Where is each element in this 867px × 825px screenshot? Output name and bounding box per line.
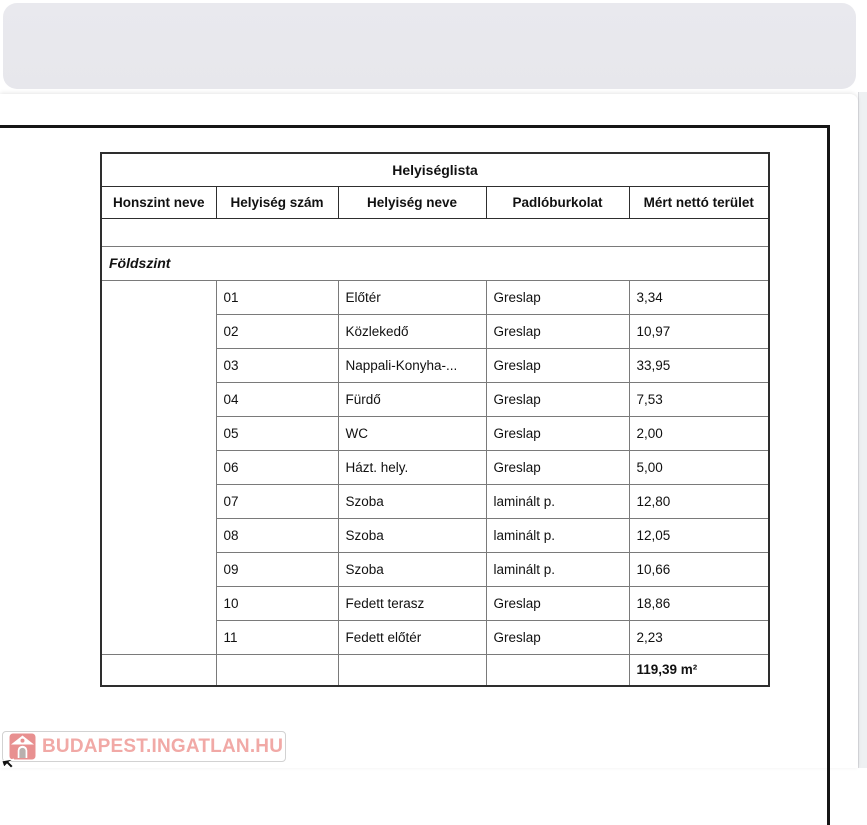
cell-room-number: 01 [215, 279, 339, 315]
watermark-logo[interactable]: BUDAPEST.INGATLAN.HU [2, 731, 286, 762]
total-net-area: 119,39 m² [628, 653, 770, 687]
table-row: 01 Előtér Greslap 3,34 [100, 279, 770, 655]
mouse-cursor-icon [1, 758, 15, 769]
cell-floor-covering: laminált p. [485, 517, 630, 553]
watermark-text: BUDAPEST.INGATLAN.HU [42, 735, 284, 757]
cell-room-name: Fürdő [337, 381, 487, 417]
cell-room-name: Házt. hely. [337, 449, 487, 485]
cell-room-name: Szoba [337, 483, 487, 519]
table-row: 05 WC Greslap 2,00 [101, 415, 770, 451]
cell-floor-covering: Greslap [485, 619, 630, 655]
spacer-row [100, 217, 770, 247]
cell-net-area: 2,00 [628, 415, 770, 451]
house-icon [9, 733, 36, 760]
cell-floor-covering: Greslap [485, 415, 630, 451]
cell-room-number: 11 [215, 619, 339, 655]
table-row: 06 Házt. hely. Greslap 5,00 [101, 449, 770, 485]
cell-room-number: 07 [215, 483, 339, 519]
section-label: Földszint [100, 245, 770, 281]
cell-net-area: 12,80 [628, 483, 770, 519]
document-frame-border [0, 125, 830, 825]
cell-net-area: 10,97 [628, 313, 770, 349]
background-strip [858, 92, 867, 768]
cell-room-name: WC [337, 415, 487, 451]
cell-net-area: 5,00 [628, 449, 770, 485]
col-header-room-name: Helyiség neve [337, 185, 487, 219]
cell-room-name: Szoba [337, 551, 487, 587]
room-list-table-container: Helyiséglista Honszint neve Helyiség szá… [100, 152, 771, 687]
cell-floor-covering: Greslap [485, 347, 630, 383]
cell-room-name: Előtér [337, 279, 487, 315]
total-empty-cell [485, 653, 630, 687]
cell-floor-covering: Greslap [485, 585, 630, 621]
cell-floor-covering: Greslap [485, 449, 630, 485]
table-row: 02 Közlekedő Greslap 10,97 [101, 313, 770, 349]
table-header-row: Honszint neve Helyiség szám Helyiség nev… [100, 185, 770, 219]
cell-net-area: 33,95 [628, 347, 770, 383]
cell-net-area: 7,53 [628, 381, 770, 417]
cell-net-area: 2,23 [628, 619, 770, 655]
col-header-net-area: Mért nettó terület [628, 185, 770, 219]
cell-room-name: Fedett terasz [337, 585, 487, 621]
cell-room-name: Fedett előtér [337, 619, 487, 655]
col-header-room-number: Helyiség szám [215, 185, 339, 219]
cell-net-area: 12,05 [628, 517, 770, 553]
table-row: 07 Szoba laminált p. 12,80 [101, 483, 770, 519]
cell-room-number: 04 [215, 381, 339, 417]
cell-room-number: 02 [215, 313, 339, 349]
spacer-cell [100, 217, 770, 247]
total-empty-cell [100, 653, 217, 687]
cell-room-number: 10 [215, 585, 339, 621]
cell-net-area: 18,86 [628, 585, 770, 621]
cell-room-number: 08 [215, 517, 339, 553]
cell-room-number: 03 [215, 347, 339, 383]
cell-room-number: 06 [215, 449, 339, 485]
table-title: Helyiséglista [100, 152, 770, 187]
cell-floor-covering: laminált p. [485, 483, 630, 519]
cell-room-number: 05 [215, 415, 339, 451]
cell-room-name: Szoba [337, 517, 487, 553]
cell-floor-covering: Greslap [485, 381, 630, 417]
table-row: 10 Fedett terasz Greslap 18,86 [101, 585, 770, 621]
cell-floor-covering: Greslap [485, 279, 630, 315]
table-title-row: Helyiséglista [100, 152, 770, 187]
cell-floor-covering: laminált p. [485, 551, 630, 587]
section-row: Földszint [100, 245, 770, 281]
cell-floor-covering: Greslap [485, 313, 630, 349]
table-row: 03 Nappali-Konyha-... Greslap 33,95 [101, 347, 770, 383]
col-header-floor-covering: Padlóburkolat [485, 185, 630, 219]
room-list-table: Helyiséglista Honszint neve Helyiség szá… [100, 152, 771, 687]
table-row: 09 Szoba laminált p. 10,66 [101, 551, 770, 587]
cell-room-number: 09 [215, 551, 339, 587]
floor-name-merged-cell [100, 279, 217, 655]
total-row: 119,39 m² [100, 653, 770, 687]
col-header-floor-name: Honszint neve [100, 185, 217, 219]
table-row: 04 Fürdő Greslap 7,53 [101, 381, 770, 417]
cell-net-area: 10,66 [628, 551, 770, 587]
cell-room-name: Közlekedő [337, 313, 487, 349]
cell-room-name: Nappali-Konyha-... [337, 347, 487, 383]
total-empty-cell [337, 653, 487, 687]
cell-net-area: 3,34 [628, 279, 770, 315]
total-empty-cell [215, 653, 339, 687]
collapsed-header-panel [3, 3, 856, 89]
